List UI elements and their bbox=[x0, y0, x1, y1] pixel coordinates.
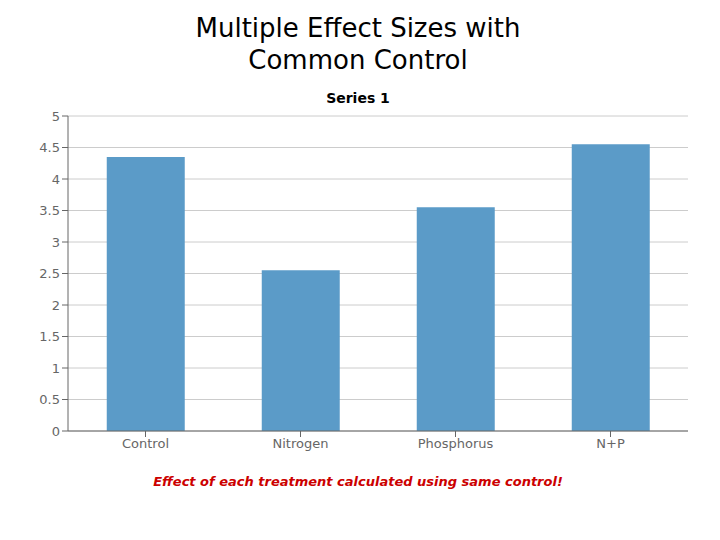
svg-text:4: 4 bbox=[52, 172, 60, 187]
svg-text:3.5: 3.5 bbox=[39, 203, 60, 218]
svg-text:5: 5 bbox=[52, 109, 60, 124]
html-text:Multiple Effect Sizes with: Multiple Effect Sizes with bbox=[195, 13, 521, 43]
svg-text:0.5: 0.5 bbox=[39, 392, 60, 407]
svg-text:2.5: 2.5 bbox=[39, 266, 60, 281]
html-text:Effect of each treatment calcu: Effect of each treatment calculated usin… bbox=[153, 474, 563, 489]
svg-text:N+P: N+P bbox=[596, 436, 625, 451]
svg-text:Control: Control bbox=[122, 436, 169, 451]
svg-text:Nitrogen: Nitrogen bbox=[273, 436, 329, 451]
html-text:Common Control: Common Control bbox=[248, 45, 468, 75]
html-text:Series 1: Series 1 bbox=[326, 90, 390, 106]
svg-text:Phosphorus: Phosphorus bbox=[418, 436, 494, 451]
svg-text:3: 3 bbox=[52, 235, 60, 250]
svg-text:1.5: 1.5 bbox=[39, 329, 60, 344]
svg-text:1: 1 bbox=[52, 361, 60, 376]
svg-text:0: 0 bbox=[52, 424, 60, 439]
svg-text:4.5: 4.5 bbox=[39, 140, 60, 155]
svg-text:2: 2 bbox=[52, 298, 60, 313]
